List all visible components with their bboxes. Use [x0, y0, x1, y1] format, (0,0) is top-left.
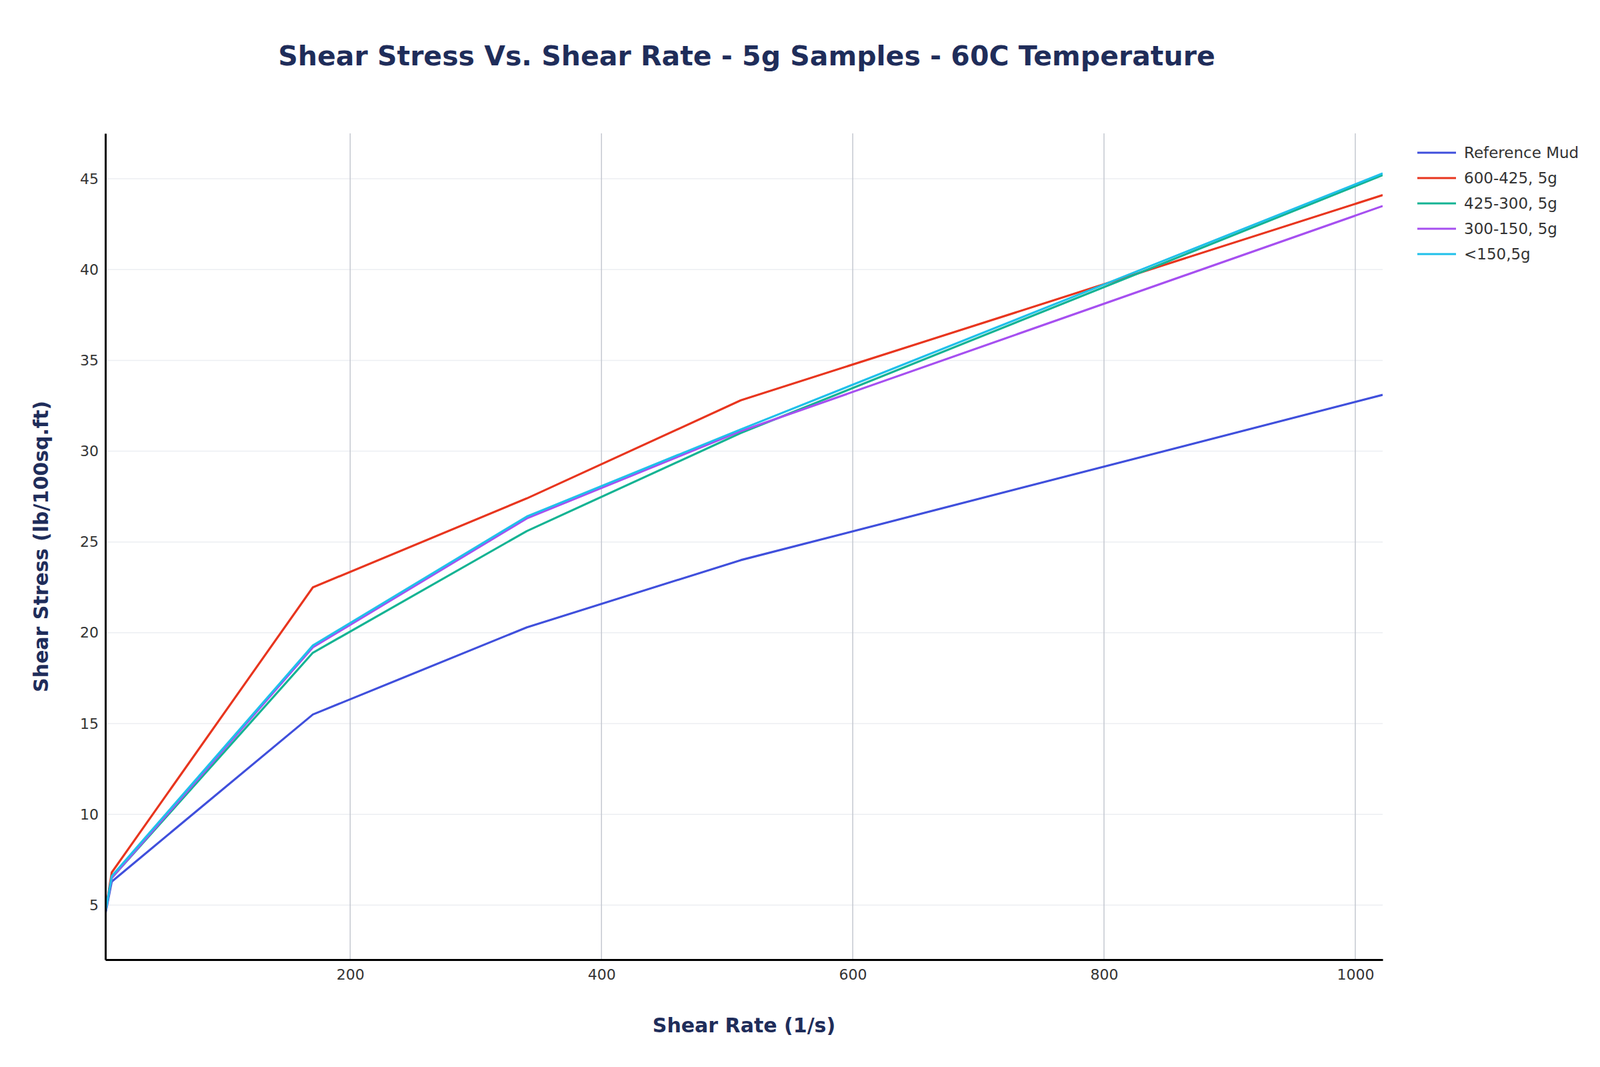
grid-line-x — [350, 133, 352, 960]
lines — [105, 173, 1383, 914]
legend-label: 600-425, 5g — [1464, 169, 1558, 187]
tick-label: 15 — [80, 715, 99, 732]
grid — [105, 133, 1383, 960]
tick-label: 5 — [89, 896, 99, 914]
title: Shear Stress Vs. Shear Rate - 5g Samples… — [278, 40, 1215, 72]
tick: 1000 — [1336, 959, 1374, 983]
legend-label: <150,5g — [1464, 245, 1531, 263]
legend-swatch — [1417, 252, 1456, 255]
y-axis-title: Shear Stress (lb/100sq.ft) — [29, 400, 53, 692]
tick-label: 45 — [80, 170, 99, 188]
tick: 200 — [336, 959, 365, 983]
grid-line-y — [105, 904, 1383, 906]
grid-line-y — [105, 268, 1383, 270]
legend-swatch — [1417, 227, 1456, 230]
tick-label: 40 — [80, 261, 99, 278]
tick-label: 800 — [1090, 966, 1119, 983]
legend-item: Reference Mud — [1417, 144, 1579, 162]
grid-line-y — [105, 360, 1383, 362]
legend-label: 300-150, 5g — [1464, 220, 1558, 238]
tick: 45 — [80, 170, 106, 188]
tick: 25 — [80, 533, 106, 550]
tick: 15 — [80, 715, 106, 732]
grid-line-x — [1103, 133, 1105, 960]
chart: Shear Stress Vs. Shear Rate - 5g Samples… — [0, 0, 1600, 1067]
grid-line-y — [105, 632, 1383, 634]
axis-line — [106, 958, 1384, 961]
tick: 600 — [839, 959, 868, 983]
y-axis: 5 10 15 20 25 30 35 40 45 — [80, 134, 106, 960]
x-axis-title: Shear Rate (1/s) — [652, 1013, 836, 1037]
grid-line-y — [105, 541, 1383, 543]
tick-label: 25 — [80, 533, 99, 550]
tick: 10 — [80, 806, 106, 823]
grid-line-x — [1354, 133, 1356, 960]
legend-swatch — [1417, 151, 1456, 154]
series-line — [105, 195, 1383, 913]
legend-label: 425-300, 5g — [1464, 194, 1558, 212]
grid-line-x — [852, 133, 854, 960]
grid-line-y — [105, 178, 1383, 180]
grid-line-x — [600, 133, 602, 960]
tick: 20 — [80, 624, 106, 641]
grid-line-y — [105, 450, 1383, 452]
axis-line — [104, 134, 107, 960]
tick-label: 10 — [80, 806, 99, 823]
legend-swatch — [1417, 202, 1456, 204]
tick: 400 — [588, 959, 616, 983]
legend-item: 425-300, 5g — [1417, 194, 1558, 212]
tick-label: 600 — [839, 966, 868, 983]
series-line — [105, 206, 1383, 912]
legend-label: Reference Mud — [1464, 144, 1579, 162]
legend: Reference Mud 600-425, 5g 425-300, 5g 300-1… — [1417, 144, 1579, 263]
tick: 800 — [1090, 959, 1119, 983]
legend-item: <150,5g — [1417, 245, 1531, 263]
series-line — [105, 173, 1383, 912]
tick-label: 35 — [80, 352, 99, 369]
tick: 35 — [80, 352, 106, 369]
tick-label: 30 — [80, 442, 99, 460]
legend-item: 600-425, 5g — [1417, 169, 1558, 187]
grid-line-y — [105, 722, 1383, 724]
series-line — [105, 175, 1383, 913]
tick-label: 400 — [588, 966, 616, 983]
tick-label: 200 — [336, 966, 365, 983]
series-line — [105, 394, 1383, 914]
tick: 30 — [80, 442, 106, 460]
tick: 5 — [89, 896, 106, 914]
legend-swatch — [1417, 176, 1456, 179]
tick-label: 1000 — [1336, 966, 1374, 983]
tick: 40 — [80, 261, 106, 278]
legend-item: 300-150, 5g — [1417, 220, 1558, 238]
plot: 200 400 600 800 1000 5 10 15 20 25 30 35 40 45 — [80, 133, 1384, 983]
grid-line-y — [105, 813, 1383, 815]
x-axis: 200 400 600 800 1000 — [106, 959, 1384, 983]
tick-label: 20 — [80, 624, 99, 641]
